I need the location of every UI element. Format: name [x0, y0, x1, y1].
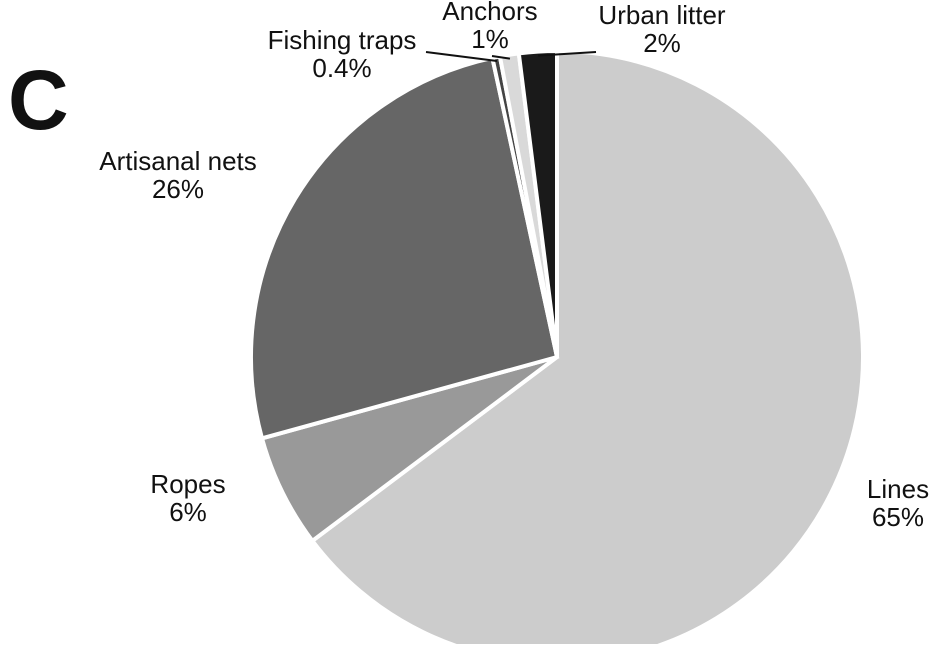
slice-percent-fishing-traps: 0.4%: [312, 53, 371, 83]
pie-slices: [249, 48, 865, 649]
leader-line-fishing-traps: [425, 51, 498, 63]
slice-percent-anchors: 1%: [471, 24, 509, 54]
leader-lines: [425, 51, 597, 63]
slice-label-lines: Lines: [867, 474, 929, 504]
pie-slice-artisanal-nets: [249, 55, 560, 441]
slice-label-ropes: Ropes: [150, 469, 225, 499]
slice-percent-ropes: 6%: [169, 497, 207, 527]
panel-letter: C: [8, 53, 69, 147]
slice-label-urban-litter: Urban litter: [598, 0, 725, 30]
leader-line-anchors: [491, 55, 511, 60]
pie-slice-urban-litter: [516, 48, 559, 358]
slice-label-fishing-traps: Fishing traps: [268, 25, 417, 55]
slice-label-artisanal-nets: Artisanal nets: [99, 146, 257, 176]
slice-percent-artisanal-nets: 26%: [152, 174, 204, 204]
slice-percent-lines: 65%: [872, 502, 924, 532]
leader-line-urban-litter: [538, 51, 597, 57]
slice-percent-urban-litter: 2%: [643, 28, 681, 58]
slice-label-anchors: Anchors: [442, 0, 537, 26]
